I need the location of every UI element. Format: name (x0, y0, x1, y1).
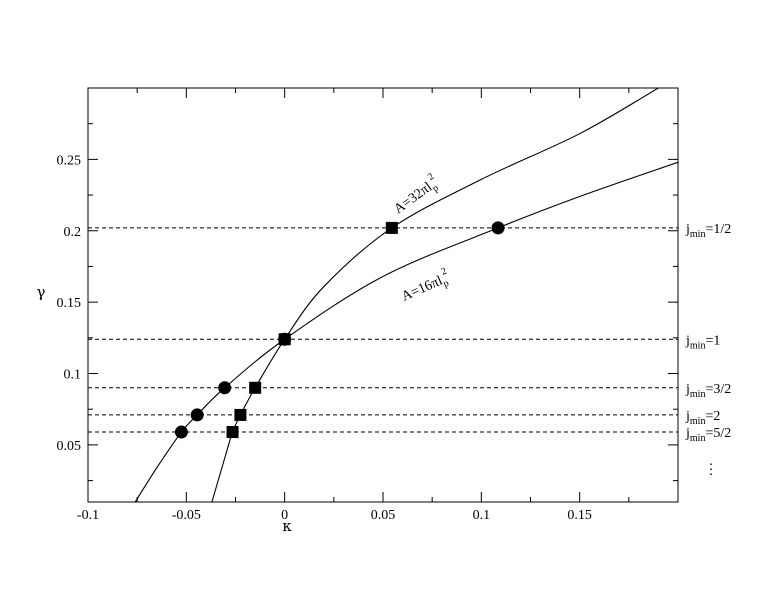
plot-frame (87, 87, 679, 503)
ellipsis: ⋮ (704, 462, 718, 477)
y-tick-label: 0.1 (64, 368, 82, 383)
label-subscript: min (690, 340, 706, 351)
tick-labels: -0.1 -0.05 0 0.05 0.1 0.15 0.05 0.1 0.15 0.2 0.25 (57, 153, 592, 523)
curve-label-32: A=32πlp2 (389, 171, 444, 220)
reference-line-label: jmin=2 (685, 409, 720, 427)
reference-lines (88, 227, 678, 433)
reference-line-label: jmin=5/2 (685, 426, 731, 444)
curve-label-superscript: 2 (426, 171, 437, 183)
x-tick-label: 0 (281, 508, 288, 523)
label-rest: =1 (705, 333, 720, 348)
y-axis-label: γ (37, 283, 46, 301)
label-main: j (685, 222, 690, 237)
square-marker (226, 426, 239, 439)
label-rest: =2 (705, 409, 720, 424)
label-rest: =3/2 (705, 382, 731, 397)
curve-label-main: A=32πl (392, 180, 436, 217)
label-rest: =5/2 (705, 426, 731, 441)
markers (174, 221, 505, 439)
label-subscript: min (690, 389, 706, 400)
y-tick-label: 0.05 (57, 439, 82, 454)
x-tick-label: -0.05 (172, 508, 201, 523)
x-tick-label: 0.1 (473, 508, 491, 523)
square-marker (249, 381, 262, 394)
x-tick-label: 0.15 (567, 508, 592, 523)
circle-marker (218, 381, 232, 395)
curve-label-subscript: p (442, 278, 451, 290)
curve-label-subscript: p (430, 183, 441, 195)
label-subscript: min (690, 433, 706, 444)
circle-marker (174, 425, 188, 439)
series-line (211, 88, 659, 502)
label-main: j (685, 409, 690, 424)
square-marker (385, 221, 398, 234)
label-main: j (685, 426, 690, 441)
label-subscript: min (690, 229, 706, 240)
label-main: j (685, 333, 690, 348)
circle-marker (190, 408, 204, 422)
label-subscript: min (690, 416, 706, 427)
curve-label-16: A=16πlp2 (397, 266, 453, 308)
x-tick-label: -0.1 (77, 508, 99, 523)
y-tick-label: 0.25 (57, 153, 82, 168)
reference-line-label: jmin=1 (685, 333, 720, 351)
reference-line-label: jmin=3/2 (685, 382, 731, 400)
ticks (87, 88, 679, 502)
circle-marker (278, 332, 292, 346)
circle-marker (491, 221, 505, 235)
curve-label-superscript: 2 (439, 266, 448, 278)
square-marker (234, 408, 247, 421)
x-tick-label: 0.05 (371, 508, 396, 523)
y-tick-label: 0.2 (64, 225, 82, 240)
x-axis-label: κ (282, 517, 292, 535)
labels: κ γ jmin=1/2jmin=1jmin=3/2jmin=2jmin=5/2… (37, 171, 732, 535)
y-tick-label: 0.15 (57, 296, 82, 311)
series-line (134, 161, 678, 502)
reference-line-label: jmin=1/2 (685, 222, 731, 240)
label-rest: =1/2 (705, 222, 731, 237)
label-main: j (685, 382, 690, 397)
curve-label-main: A=16πl (400, 273, 445, 304)
